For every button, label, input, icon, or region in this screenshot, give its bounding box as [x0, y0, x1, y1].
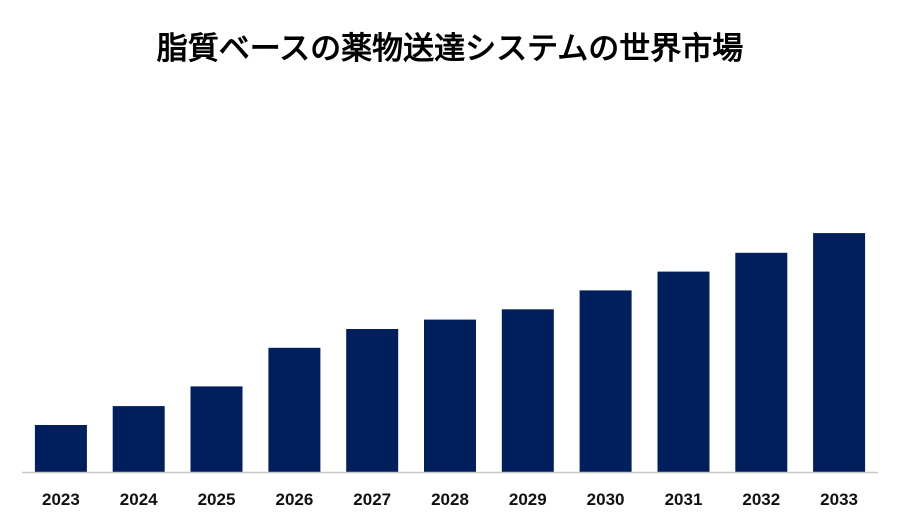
- bar-2028: [424, 319, 476, 472]
- bar-2029: [501, 309, 554, 472]
- x-tick-label-2024: 2024: [120, 490, 158, 509]
- x-tick-label-2029: 2029: [509, 490, 547, 509]
- bar-2026: [268, 347, 321, 472]
- bar-2023: [34, 425, 87, 472]
- bar-2027: [346, 329, 399, 472]
- bar-2024: [112, 406, 165, 472]
- bars-group: [34, 233, 866, 472]
- x-tick-label-2027: 2027: [353, 490, 391, 509]
- x-tick-label-2033: 2033: [820, 490, 858, 509]
- x-tick-label-2031: 2031: [665, 490, 703, 509]
- x-tick-label-2032: 2032: [742, 490, 780, 509]
- bar-2030: [579, 290, 632, 472]
- x-tick-label-2025: 2025: [198, 490, 236, 509]
- bar-2025: [190, 386, 243, 472]
- chart-title: 脂質ベースの薬物送達システムの世界市場: [156, 31, 744, 67]
- x-tick-label-2023: 2023: [42, 490, 80, 509]
- x-tick-label-2026: 2026: [275, 490, 313, 509]
- x-tick-label-2028: 2028: [431, 490, 469, 509]
- bar-2032: [735, 252, 788, 472]
- x-tick-labels: 2023 2024 2025 2026 2027 2028 2029 2030 2031 2032…: [42, 490, 858, 509]
- bar-2033: [813, 233, 866, 472]
- bar-2031: [657, 271, 710, 472]
- x-tick-label-2030: 2030: [587, 490, 625, 509]
